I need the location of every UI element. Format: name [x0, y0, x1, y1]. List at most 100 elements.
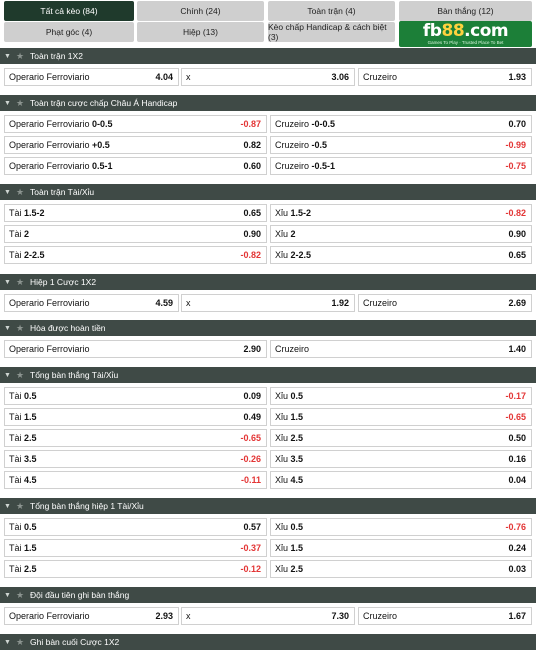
odds-cell[interactable]: Tài 2.5 -0.12 [4, 560, 267, 578]
market-header[interactable]: ▼ ★ Toàn trận Tài/Xỉu [0, 184, 536, 200]
market-header[interactable]: ▼ ★ Toàn trận cược chấp Châu Á Handicap [0, 95, 536, 111]
selection-label: Xỉu 4.5 [275, 475, 303, 485]
odds-cell[interactable]: Operario Ferroviario +0.5 0.82 [4, 136, 267, 154]
odds-cell[interactable]: x 7.30 [181, 607, 355, 625]
fb88-logo[interactable]: fb88.com Games To Play · Trusted Place T… [399, 21, 532, 47]
chevron-down-icon[interactable]: ▼ [4, 324, 11, 332]
chevron-down-icon[interactable]: ▼ [4, 278, 11, 286]
odds-cell[interactable]: Tài 1.5 0.49 [4, 408, 267, 426]
odds-cell[interactable]: Tài 2 0.90 [4, 225, 267, 243]
odd-value: 0.65 [243, 208, 261, 218]
odds-cell[interactable]: Cruzeiro 2.69 [358, 294, 532, 312]
star-icon[interactable]: ★ [16, 50, 25, 61]
tab-main[interactable]: Chính (24) [137, 1, 264, 21]
odds-cell[interactable]: Tài 2.5 -0.65 [4, 429, 267, 447]
odds-cell[interactable]: Xỉu 1.5 -0.65 [270, 408, 532, 426]
odds-cell[interactable]: Operario Ferroviario 0-0.5 -0.87 [4, 115, 267, 133]
chevron-down-icon[interactable]: ▼ [4, 99, 11, 107]
handicap-line: 1.5-2 [24, 208, 45, 218]
odds-cell[interactable]: Cruzeiro -0.5 -0.99 [270, 136, 532, 154]
odds-cell[interactable]: Tài 2-2.5 -0.82 [4, 246, 267, 264]
tab-halves[interactable]: Hiệp (13) [137, 22, 264, 42]
selection-name: Cruzeiro [275, 161, 310, 171]
handicap-line: 2-2.5 [290, 250, 312, 260]
odd-value: -0.99 [505, 140, 526, 150]
selection-name: x [186, 72, 191, 82]
odds-cell[interactable]: Cruzeiro -0-0.5 0.70 [270, 115, 532, 133]
star-icon[interactable]: ★ [16, 589, 25, 600]
odds-cell[interactable]: Xỉu 2.5 0.03 [270, 560, 532, 578]
tab-corners[interactable]: Phạt góc (4) [4, 22, 134, 42]
chevron-down-icon[interactable]: ▼ [4, 638, 11, 646]
market-filter-tabs: Tất cả kèo (84) Chính (24) Toàn trận (4)… [0, 0, 536, 47]
star-icon[interactable]: ★ [16, 97, 25, 108]
odds-cell[interactable]: Tài 4.5 -0.11 [4, 471, 267, 489]
odds-cell[interactable]: Xỉu 1.5 0.24 [270, 539, 532, 557]
odd-value: -0.37 [240, 543, 261, 553]
chevron-down-icon[interactable]: ▼ [4, 371, 11, 379]
chevron-down-icon[interactable]: ▼ [4, 591, 11, 599]
odds-cell[interactable]: Xỉu 0.5 -0.17 [270, 387, 532, 405]
chevron-down-icon[interactable]: ▼ [4, 188, 11, 196]
odds-cell[interactable]: Tài 0.5 0.57 [4, 518, 267, 536]
market-header[interactable]: ▼ ★ Hiệp 1 Cược 1X2 [0, 274, 536, 290]
odds-cell[interactable]: Cruzeiro 1.67 [358, 607, 532, 625]
chevron-down-icon[interactable]: ▼ [4, 502, 11, 510]
handicap-line: 2-2.5 [24, 250, 45, 260]
market-header[interactable]: ▼ ★ Hòa được hoàn tiền [0, 320, 536, 336]
selection-label: Tài 4.5 [9, 475, 37, 485]
odds-cell[interactable]: Operario Ferroviario 4.59 [4, 294, 179, 312]
odds-cell[interactable]: Xỉu 1.5-2 -0.82 [270, 204, 532, 222]
odds-cell[interactable]: Operario Ferroviario 0.5-1 0.60 [4, 157, 267, 175]
odds-cell[interactable]: Operario Ferroviario 2.93 [4, 607, 179, 625]
odds-cell[interactable]: Xỉu 2.5 0.50 [270, 429, 532, 447]
star-icon[interactable]: ★ [16, 369, 25, 380]
selection-label: Tài 2.5 [9, 433, 37, 443]
tab-handicap[interactable]: Kèo chấp Handicap & cách biệt (3) [268, 22, 395, 42]
odds-cell[interactable]: Tài 3.5 -0.26 [4, 450, 267, 468]
handicap-line: -0-0.5 [311, 119, 336, 129]
tab-goals[interactable]: Bàn thắng (12) [399, 1, 532, 21]
market-header[interactable]: ▼ ★ Ghi bàn cuối Cược 1X2 [0, 634, 536, 650]
odd-value: 0.82 [243, 140, 261, 150]
odds-cell[interactable]: Cruzeiro 1.93 [358, 68, 532, 86]
odds-cell[interactable]: Xỉu 2 0.90 [270, 225, 532, 243]
odd-value: 1.93 [508, 72, 526, 82]
odd-value: 0.09 [243, 391, 261, 401]
odd-value: 0.70 [508, 119, 526, 129]
star-icon[interactable]: ★ [16, 186, 25, 197]
chevron-down-icon[interactable]: ▼ [4, 52, 11, 60]
odds-cell[interactable]: Xỉu 3.5 0.16 [270, 450, 532, 468]
odd-value: 4.59 [155, 298, 173, 308]
tab-all-markets[interactable]: Tất cả kèo (84) [4, 1, 134, 21]
odds-cell[interactable]: Cruzeiro -0.5-1 -0.75 [270, 157, 532, 175]
selection-label: Tài 1.5 [9, 412, 37, 422]
tab-full-match[interactable]: Toàn trận (4) [268, 1, 395, 21]
selection-name: Cruzeiro [275, 119, 310, 129]
odds-cell[interactable]: Xỉu 0.5 -0.76 [270, 518, 532, 536]
market-title: Ghi bàn cuối Cược 1X2 [30, 637, 120, 647]
market-header[interactable]: ▼ ★ Tổng bàn thắng hiệp 1 Tài/Xỉu [0, 498, 536, 514]
odd-value: -0.65 [505, 412, 526, 422]
market-header[interactable]: ▼ ★ Tổng bàn thắng Tài/Xỉu [0, 367, 536, 383]
odds-cell[interactable]: Xỉu 4.5 0.04 [270, 471, 532, 489]
star-icon[interactable]: ★ [16, 276, 25, 287]
selection-name: Xỉu [275, 412, 289, 422]
handicap-line: 4.5 [24, 475, 37, 485]
odds-cell[interactable]: x 3.06 [181, 68, 355, 86]
star-icon[interactable]: ★ [16, 500, 25, 511]
odds-cell[interactable]: Tài 1.5-2 0.65 [4, 204, 267, 222]
odd-value: 0.65 [508, 250, 526, 260]
odds-cell[interactable]: x 1.92 [181, 294, 355, 312]
odds-cell[interactable]: Xỉu 2-2.5 0.65 [270, 246, 532, 264]
odds-cell[interactable]: Operario Ferroviario 2.90 [4, 340, 267, 358]
odd-value: 0.24 [508, 543, 526, 553]
market-header[interactable]: ▼ ★ Toàn trận 1X2 [0, 48, 536, 64]
odds-cell[interactable]: Tài 0.5 0.09 [4, 387, 267, 405]
odds-cell[interactable]: Cruzeiro 1.40 [270, 340, 532, 358]
market-header[interactable]: ▼ ★ Đội đầu tiên ghi bàn thắng [0, 587, 536, 603]
odds-cell[interactable]: Tài 1.5 -0.37 [4, 539, 267, 557]
star-icon[interactable]: ★ [16, 636, 25, 647]
star-icon[interactable]: ★ [16, 322, 25, 333]
odds-cell[interactable]: Operario Ferroviario 4.04 [4, 68, 179, 86]
